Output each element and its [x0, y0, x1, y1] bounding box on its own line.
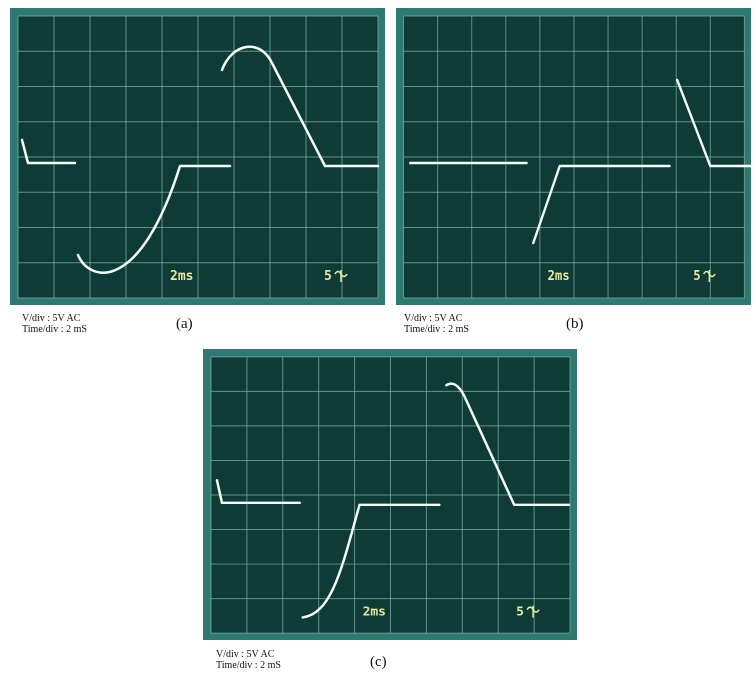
screen-volts-label: 5: [693, 268, 700, 283]
oscilloscope-screen: 2ms 5: [10, 8, 385, 305]
panel-label: (c): [370, 654, 387, 671]
time-per-div: Time/div : 2 mS: [216, 660, 281, 671]
screen-volts-label: 5: [516, 605, 524, 620]
oscilloscope-screen: 2ms 5: [203, 349, 577, 640]
time-per-div: Time/div : 2 mS: [22, 324, 87, 335]
volts-per-div: V/div : 5V AC: [216, 649, 281, 660]
panel-label: (b): [566, 316, 584, 333]
time-per-div: Time/div : 2 mS: [404, 324, 469, 335]
screen-time-label: 2ms: [547, 268, 569, 283]
volts-per-div: V/div : 5V AC: [22, 313, 87, 324]
screen-time-label: 2ms: [170, 269, 193, 284]
screen-time-label: 2ms: [363, 605, 386, 620]
oscilloscope-screen: 2ms 5: [396, 8, 751, 305]
volts-per-div: V/div : 5V AC: [404, 313, 469, 324]
figure: 2ms5V/div : 5V ACTime/div : 2 mS(a)2ms5V…: [0, 0, 756, 678]
panel-label: (a): [176, 316, 193, 333]
screen-volts-label: 5: [324, 269, 332, 284]
